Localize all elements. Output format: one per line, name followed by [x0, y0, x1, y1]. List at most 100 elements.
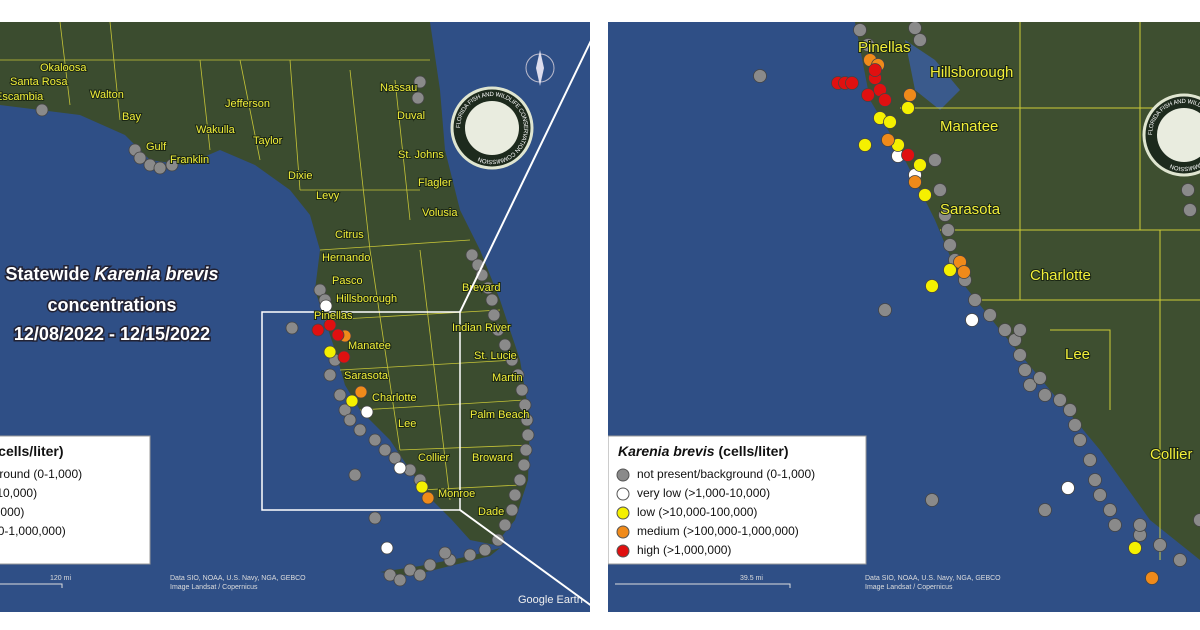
legend-swatch	[616, 525, 630, 539]
sample-dot	[853, 23, 867, 37]
sample-dot	[941, 223, 955, 237]
county-label: Broward	[472, 452, 513, 464]
sample-dot	[968, 293, 982, 307]
google-earth: Google Earth	[518, 594, 583, 606]
county-label: Pasco	[332, 275, 363, 287]
sample-dot	[505, 503, 519, 517]
sample-dot	[403, 563, 417, 577]
legend-title: Karenia brevis(cells/liter)	[0, 443, 64, 459]
sample-dot	[353, 423, 367, 437]
county-label: Walton	[90, 89, 124, 101]
sample-dot	[858, 138, 872, 152]
county-label: Dixie	[288, 170, 312, 182]
sample-dot	[338, 403, 352, 417]
legend-label: not present/background (0-1,000)	[637, 467, 815, 481]
legend-label: very low (>1,000-10,000)	[0, 486, 37, 500]
sample-dot	[421, 491, 435, 505]
sample-dot	[491, 323, 505, 337]
sample-dot	[311, 323, 325, 337]
scale-label: 120 mi	[50, 575, 71, 582]
county-label: Collier	[418, 452, 450, 464]
sample-dot	[415, 480, 429, 494]
sample-dot	[938, 208, 952, 222]
sample-dot	[323, 318, 337, 332]
sample-dot	[1061, 481, 1075, 495]
sample-dot	[1108, 518, 1122, 532]
sample-dot	[861, 88, 875, 102]
sample-dot	[1145, 571, 1159, 585]
legend-unit: (cells/liter)	[719, 443, 789, 459]
sample-dot	[337, 350, 351, 364]
county-label: Taylor	[253, 135, 283, 147]
sample-dot	[333, 388, 347, 402]
sample-dot	[943, 263, 957, 277]
sample-dot	[878, 93, 892, 107]
sample-dot	[878, 303, 892, 317]
sample-dot	[1083, 453, 1097, 467]
sample-dot	[1033, 371, 1047, 385]
sample-dot	[1093, 488, 1107, 502]
sample-dot	[928, 153, 942, 167]
compass	[525, 50, 555, 86]
county-label: Santa Rosa	[10, 76, 68, 88]
legend-label: high (>1,000,000)	[637, 543, 731, 557]
county-label: Okaloosa	[40, 62, 87, 74]
sample-dot	[753, 69, 767, 83]
fwc-logo: FLORIDA FISH AND WILDLIFE CONSERVATION C…	[450, 86, 534, 170]
county-label: Sarasota	[940, 201, 1001, 218]
sample-dot	[378, 443, 392, 457]
county-label: Monroe	[438, 488, 475, 500]
sample-dot	[35, 103, 49, 117]
sample-dot	[908, 175, 922, 189]
sample-dot	[1068, 418, 1082, 432]
sample-dot	[368, 511, 382, 525]
county-label: Pinellas	[314, 310, 353, 322]
county-label: Lee	[398, 418, 416, 430]
sample-dot	[518, 398, 532, 412]
county-label: Flagler	[418, 177, 452, 189]
sample-dot	[498, 518, 512, 532]
sample-dot	[1013, 348, 1027, 362]
county-label: Brevard	[462, 282, 501, 294]
sample-dot	[1128, 541, 1142, 555]
sample-dot	[343, 413, 357, 427]
county-label: Nassau	[380, 82, 417, 94]
sample-dot	[1013, 323, 1027, 337]
left-map: Okaloosa Santa Rosa Escambia Walton Bay …	[0, 22, 590, 612]
fwc-logo: FLORIDA FISH AND WILDLIFE CONSERVATION C…	[1142, 93, 1200, 177]
legend-swatch	[616, 468, 630, 482]
legend: Karenia brevis(cells/liter) not present/…	[608, 435, 867, 565]
county-label: Collier	[1150, 446, 1193, 463]
legend-unit: (cells/liter)	[0, 443, 64, 459]
county-label: Martin	[492, 372, 523, 384]
sample-dot	[133, 151, 147, 165]
county-label: Hernando	[322, 252, 370, 264]
county-label: Hillsborough	[930, 64, 1013, 81]
county-label: St. Johns	[398, 149, 444, 161]
sample-dot	[368, 433, 382, 447]
county-label: Pinellas	[858, 39, 911, 56]
sample-dot	[393, 573, 407, 587]
attribution: Data SIO, NOAA, U.S. Navy, NGA, GEBCO	[865, 575, 1001, 582]
sample-dot	[1173, 553, 1187, 567]
sample-dot	[521, 428, 535, 442]
county-label: Escambia	[0, 91, 44, 103]
attribution: Image Landsat / Copernicus	[170, 584, 258, 591]
sample-dot	[478, 543, 492, 557]
map-title: concentrations	[47, 295, 176, 315]
sample-dot	[1073, 433, 1087, 447]
county-label: Manatee	[940, 118, 998, 135]
sample-dot	[380, 541, 394, 555]
sample-dot	[1153, 538, 1167, 552]
sample-dot	[943, 238, 957, 252]
sample-dot	[1063, 403, 1077, 417]
map-date: 12/08/2022 - 12/15/2022	[14, 324, 210, 344]
county-label: St. Lucie	[474, 350, 517, 362]
sample-dot	[323, 368, 337, 382]
sample-dot	[354, 385, 368, 399]
county-label: Dade	[478, 506, 504, 518]
legend-swatch	[616, 506, 630, 520]
sample-dot	[348, 468, 362, 482]
sample-dot	[463, 548, 477, 562]
